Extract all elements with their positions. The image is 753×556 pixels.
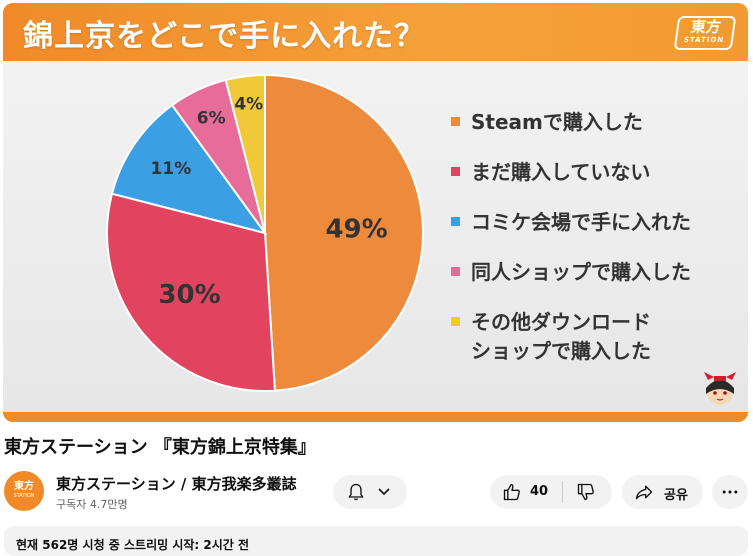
legend-label-5: その他ダウンロード ショップで購入した: [471, 310, 651, 363]
legend-swatch-5: [451, 317, 460, 326]
legend-label-1: Steamで購入した: [471, 110, 643, 134]
like-count: 40: [530, 484, 549, 499]
pie-label-5: 4%: [234, 94, 263, 114]
pie-slice-2: [106, 192, 276, 392]
legend-swatch-2: [451, 167, 460, 176]
live-status: 현재 562명 시청 중 스트리밍 시작: 2시간 전: [16, 538, 250, 552]
notification-button[interactable]: [333, 475, 407, 509]
avatar-line1: 東方: [14, 481, 34, 492]
pie-label-2: 30%: [158, 280, 220, 310]
station-logo: 東方 STATION: [673, 16, 737, 50]
more-actions-button[interactable]: [712, 475, 748, 509]
channel-avatar[interactable]: 東方 STATION: [4, 471, 44, 511]
legend-label-2: まだ購入していない: [471, 160, 651, 184]
pie-slice-1: [264, 73, 424, 392]
chevron-down-icon: [378, 488, 390, 496]
legend-label-4: 同人ショップで購入した: [471, 260, 691, 284]
pie-slice-3: [110, 103, 268, 235]
bell-icon: [348, 483, 364, 501]
pie-label-4: 6%: [197, 109, 226, 129]
avatar-line2: STATION: [13, 493, 35, 499]
video-title: 東方ステーション 『東方錦上京特集』: [4, 437, 316, 458]
pie-chart: 49% 30% 11% 6% 4%: [106, 73, 424, 392]
chart-area: 49% 30% 11% 6% 4% Steamで購入した まだ購入していないコミケ会場で手…: [3, 61, 748, 422]
banner-title: 錦上京をどこで手に入れた？: [23, 19, 426, 54]
logo-line1: 東方: [689, 18, 723, 36]
video-player[interactable]: 錦上京をどこで手に入れた？ 東方 STATION 49% 30% 11% 6% 4% S…: [3, 3, 748, 422]
legend-swatch-4: [451, 267, 460, 276]
share-button[interactable]: [622, 475, 703, 509]
like-dislike-group: [490, 475, 612, 509]
logo-line2: STATION: [683, 36, 725, 44]
pie-label-1: 49%: [325, 215, 387, 245]
more-horizontal-icon: [722, 490, 738, 494]
pie-label-3: 11%: [151, 159, 192, 179]
mascot-character-icon: [704, 372, 736, 405]
pie-slice-5: [224, 73, 266, 234]
thumbs-down-icon[interactable]: [576, 482, 596, 502]
thumbs-up-icon[interactable]: [502, 482, 522, 502]
legend-label-3: コミケ会場で手に入れた: [471, 210, 691, 234]
share-icon: [635, 485, 653, 500]
channel-name[interactable]: 東方ステーション / 東方我楽多叢誌: [56, 475, 297, 493]
description-box[interactable]: 현재 562명 시청 중 스트리밍 시작: 2시간 전: [4, 526, 748, 556]
legend-swatch-1: [451, 117, 460, 126]
like-divider: [562, 481, 563, 503]
share-label: 공유: [664, 488, 688, 503]
subscriber-count: 구독자 4.7만명: [56, 498, 128, 511]
legend-swatch-3: [451, 217, 460, 226]
video-banner: 錦上京をどこで手に入れた？ 東方 STATION: [3, 3, 748, 61]
video-bottom-strip: [3, 412, 748, 422]
